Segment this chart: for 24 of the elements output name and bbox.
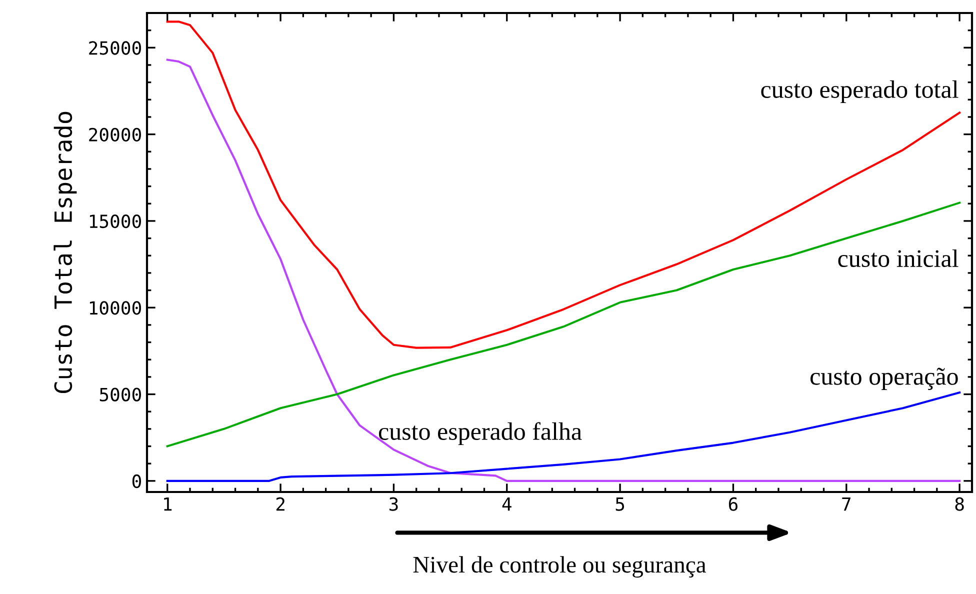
y-axis-title: Custo Total Esperado [54,112,77,394]
y-tick-label: 0 [132,474,141,488]
series-label: custo inicial [838,249,958,268]
series-label: custo esperado falha [378,422,582,446]
y-tick-label: 20000 [89,128,141,142]
line-series [166,391,961,482]
line-series [166,58,961,482]
x-tick-label: 6 [728,497,738,511]
y-tick-label: 5000 [100,388,141,402]
y-tick-label: 15000 [90,214,141,228]
series-label: custo operação [810,368,958,390]
y-tick-label: 10000 [90,301,141,315]
y-tick-label: 25000 [89,41,141,55]
x-tick-label: 2 [276,497,284,511]
line-series [166,20,961,349]
line-series [166,202,961,448]
x-tick-label: 7 [842,498,850,511]
x-tick-label: 8 [955,497,964,511]
x-axis-title: Nivel de controle ou segurança [413,556,706,578]
series-label: custo esperado total [761,80,958,104]
x-tick-label: 4 [502,498,512,511]
x-tick-label: 5 [616,498,624,511]
x-tick-label: 3 [389,497,398,511]
x-tick-label: 1 [164,498,172,511]
